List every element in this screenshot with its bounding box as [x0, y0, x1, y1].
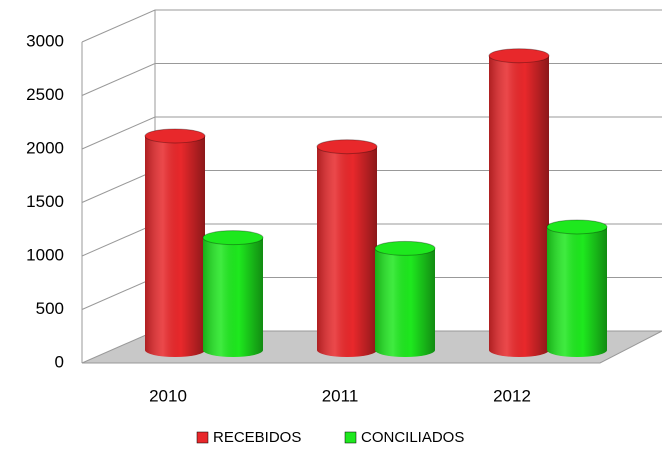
legend-swatch: [196, 431, 209, 444]
bar-shade: [317, 146, 377, 357]
y-tick-label: 500: [36, 299, 64, 318]
y-tick-label: 2000: [26, 138, 64, 157]
bar-top: [546, 219, 608, 235]
x-tick-label: 2011: [322, 386, 359, 405]
y-tick-label: 1500: [26, 192, 64, 211]
bar-top: [202, 230, 264, 246]
y-tick-label: 0: [55, 352, 64, 371]
bar-shade: [547, 226, 607, 357]
y-tick-label: 1000: [26, 245, 64, 264]
y-tick-label: 2500: [26, 85, 64, 104]
grid-line: [81, 9, 662, 43]
x-tick-label: 2012: [493, 386, 531, 405]
bar: [202, 230, 264, 357]
bar-shade: [375, 248, 435, 357]
bar: [488, 48, 550, 357]
bar: [374, 240, 436, 357]
bar-top: [316, 139, 378, 155]
bar: [144, 128, 206, 357]
bar-top: [144, 128, 206, 144]
legend-label: RECEBIDOS: [213, 429, 301, 446]
grid-line: [81, 63, 662, 96]
y-tick-label: 3000: [26, 31, 64, 50]
legend-label: CONCILIADOS: [361, 429, 464, 446]
bar-top: [488, 48, 550, 64]
bar-top: [374, 240, 436, 256]
bar: [546, 219, 608, 357]
bar-shade: [489, 55, 549, 357]
legend-swatch: [344, 431, 357, 444]
x-tick-label: 2010: [149, 386, 187, 405]
bar-shade: [203, 237, 263, 357]
bar: [316, 139, 378, 357]
bar-shade: [145, 136, 205, 357]
